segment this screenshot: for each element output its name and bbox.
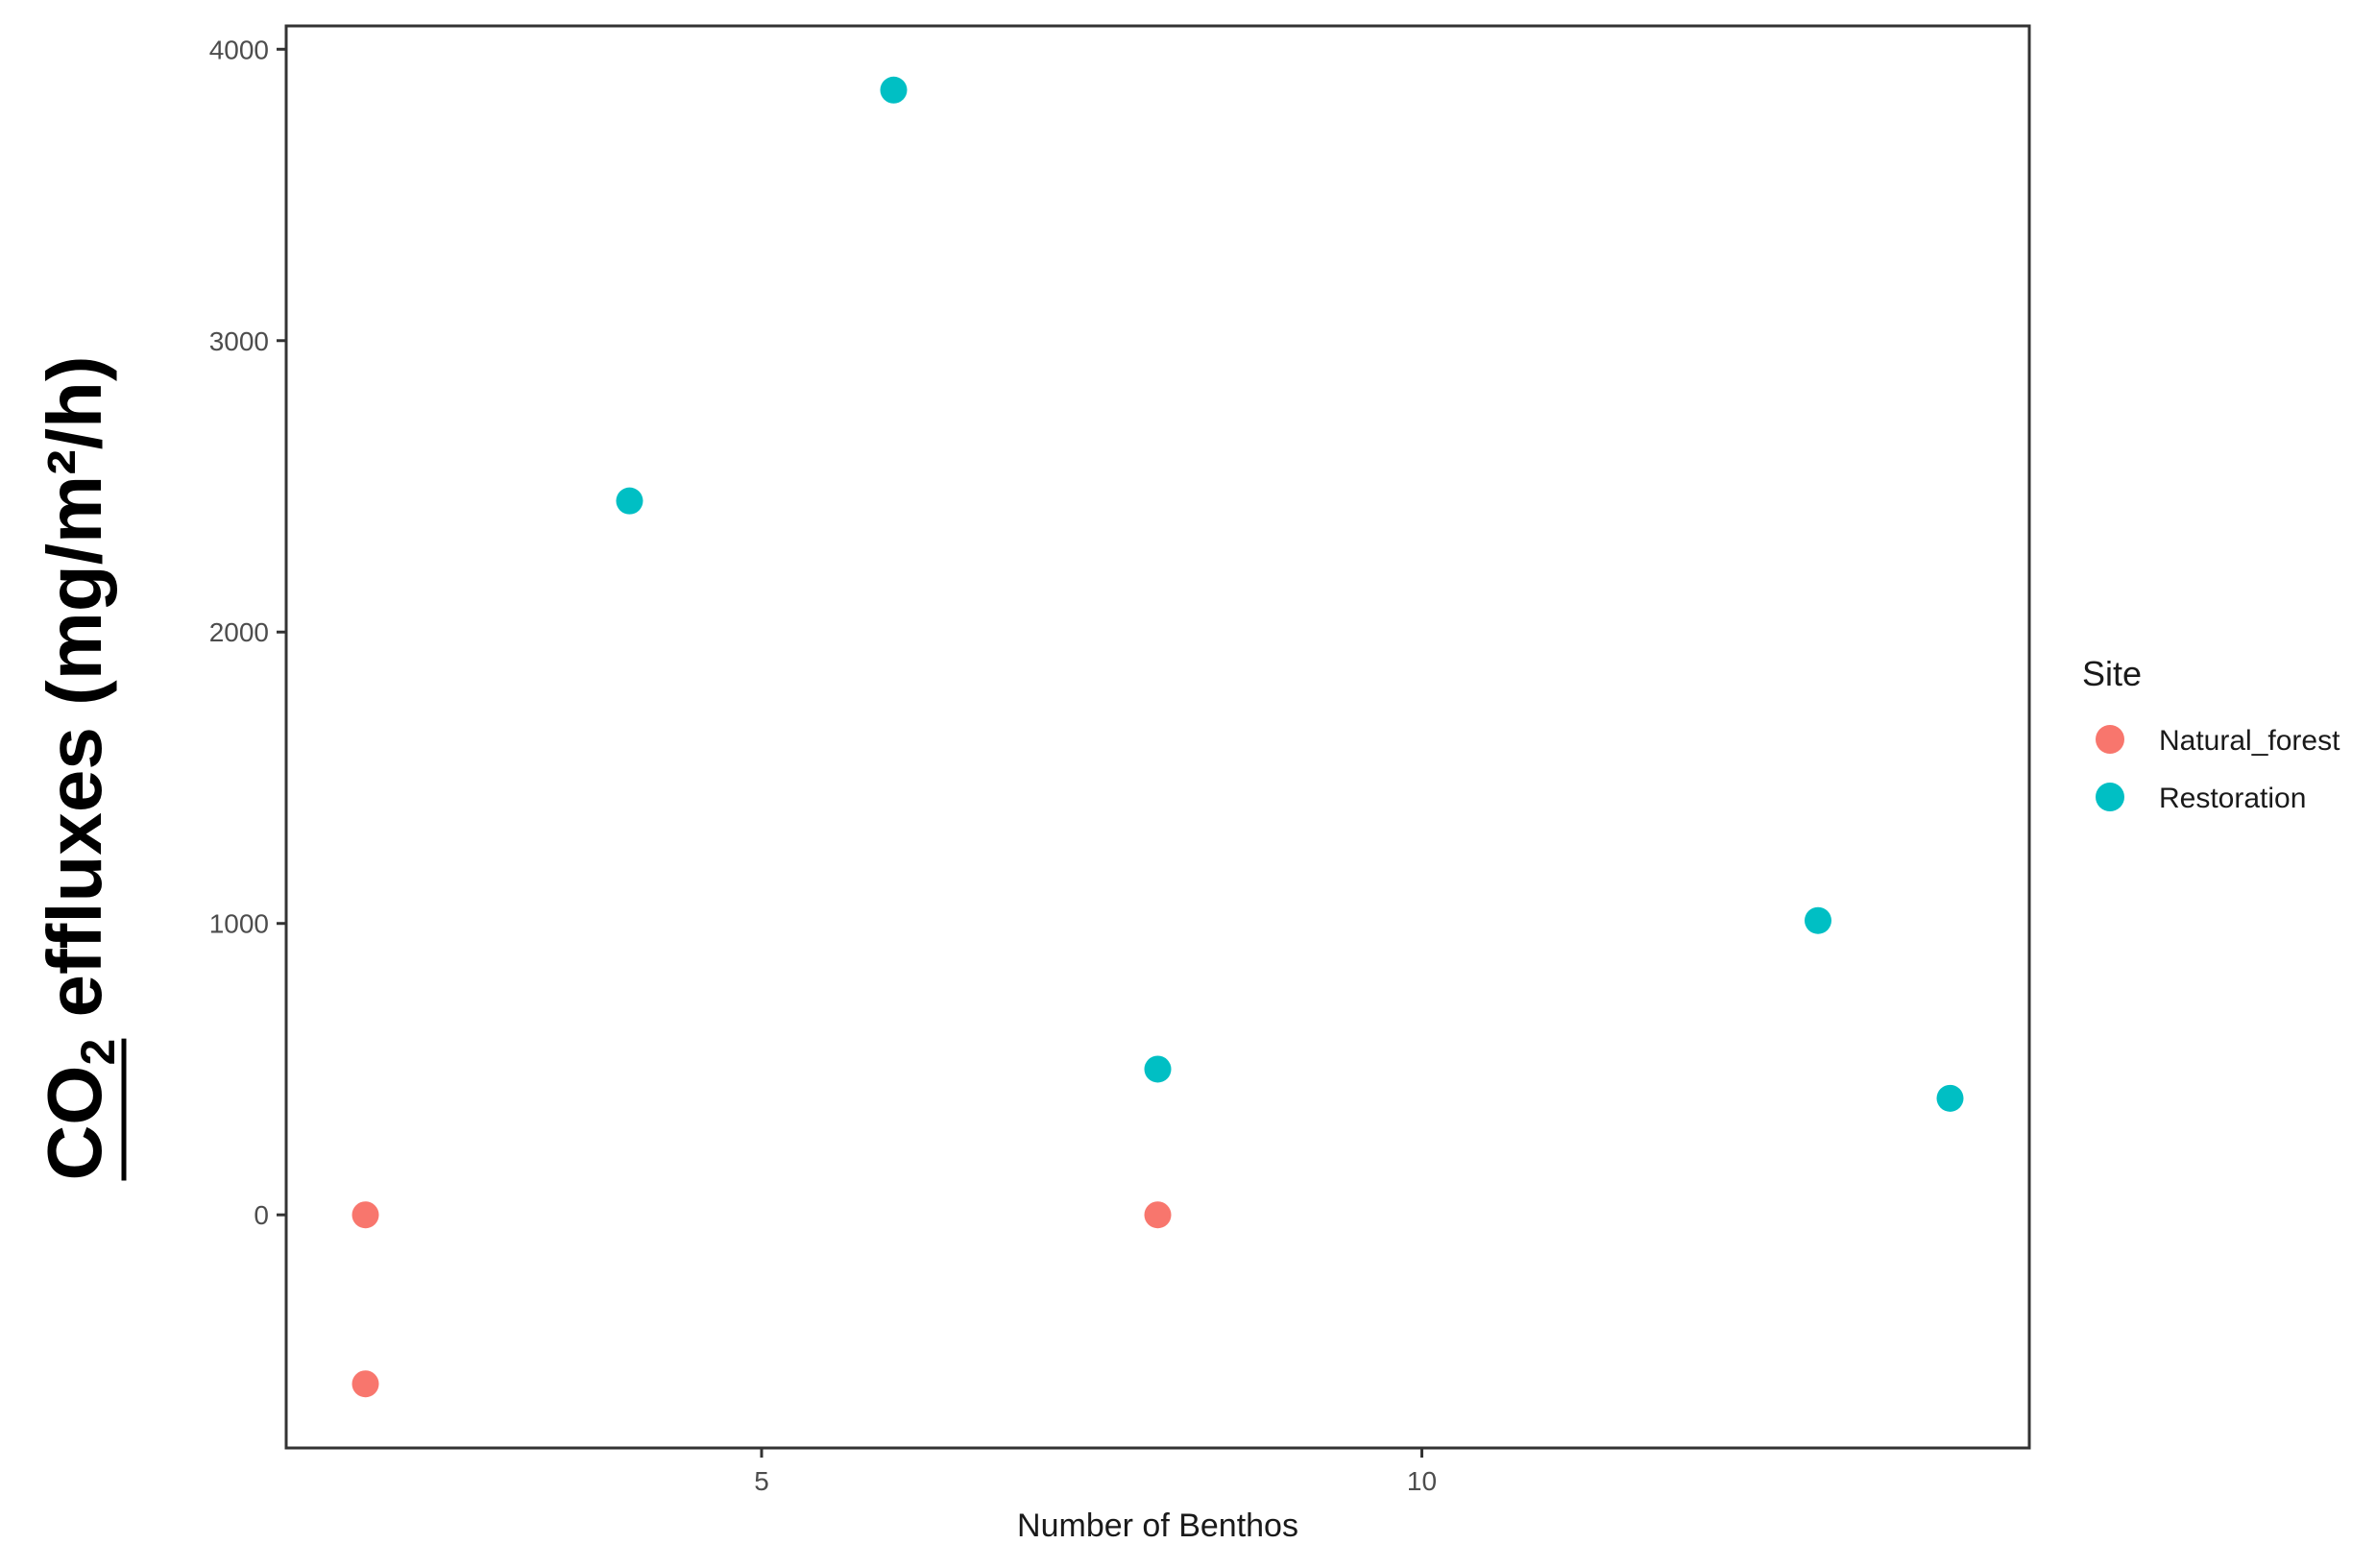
legend-items: Natural_forest Restoration [2096,725,2340,814]
x-tick-label: 5 [754,1466,769,1496]
legend: Site Natural_forest Restoration [2082,654,2340,814]
x-axis-title: Number of Benthos [1017,1508,1298,1544]
legend-label: Restoration [2159,783,2306,814]
y-axis-title-subscript: 2 [71,1039,125,1066]
x-axis: 5 10 [754,1448,1437,1496]
point-restoration [1144,1055,1172,1083]
legend-title: Site [2082,654,2142,693]
y-axis-title: CO2 effluxes (mg/m²/h) [32,356,125,1181]
legend-key-restoration [2096,783,2124,811]
point-natural-forest [352,1370,379,1398]
point-natural-forest [1144,1201,1172,1229]
y-axis-title-units: effluxes (mg/m²/h) [32,356,117,1039]
data-points [352,76,1964,1398]
legend-label: Natural_forest [2159,725,2340,757]
y-tick-label: 2000 [209,617,269,647]
y-axis: 0 1000 2000 3000 4000 [209,35,286,1230]
point-restoration [880,76,908,104]
point-natural-forest [352,1201,379,1229]
y-tick-label: 0 [254,1200,269,1230]
point-restoration [616,487,643,515]
y-tick-label: 1000 [209,909,269,939]
x-tick-label: 10 [1407,1466,1437,1496]
point-restoration [1936,1084,1964,1112]
y-tick-label: 3000 [209,326,269,356]
y-axis-title-main: CO [32,1065,117,1180]
point-restoration [1805,906,1831,934]
plot-panel [284,24,2031,1450]
legend-key-natural-forest [2096,725,2124,754]
y-tick-label: 4000 [209,35,269,64]
